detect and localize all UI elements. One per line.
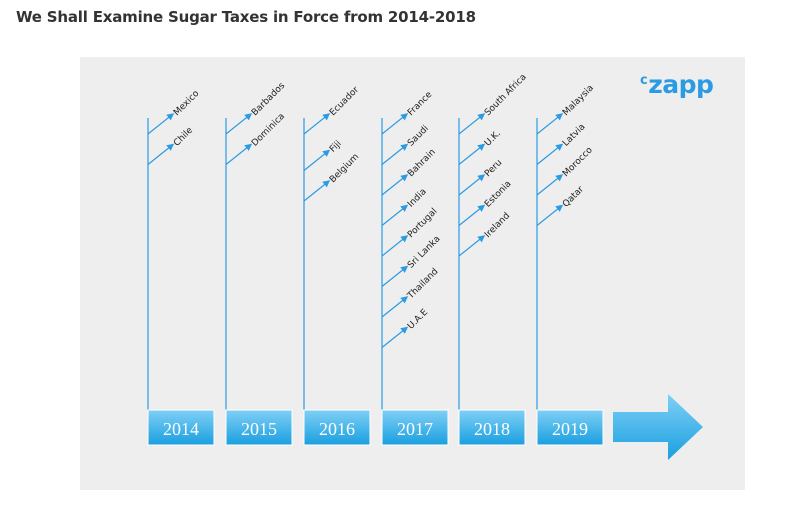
page-title: We Shall Examine Sugar Taxes in Force fr… (16, 8, 476, 26)
country-branch-arrow (536, 113, 564, 135)
country-label: Saudi (406, 124, 431, 149)
country-branch-arrow (536, 204, 564, 226)
country-branch-arrow (458, 235, 486, 257)
country-label: U.A.E (406, 307, 430, 331)
country-branch-arrow (536, 174, 564, 196)
country-branch-arrow (381, 204, 409, 226)
year-box-2018 (458, 409, 526, 446)
country-branch-arrow (381, 326, 409, 348)
year-label: 2019 (552, 419, 588, 439)
czapp-logo: czapp (640, 70, 714, 99)
country-branch-arrow (147, 143, 175, 165)
country-branch-arrow (381, 235, 409, 257)
country-label: South Africa (483, 72, 529, 118)
country-label: Malaysia (561, 83, 596, 118)
timeline-end-arrow (613, 394, 703, 460)
year-label: 2017 (397, 419, 433, 439)
year-box-2019 (536, 409, 604, 446)
country-branch-arrow (225, 113, 253, 135)
country-label: Morocco (561, 145, 595, 179)
year-box-2017 (381, 409, 449, 446)
year-label: 2016 (319, 419, 355, 439)
country-label: Chile (172, 125, 195, 148)
country-label: Bahrain (406, 147, 438, 179)
country-branch-arrow (303, 113, 331, 135)
country-label: Thailand (405, 267, 440, 302)
country-branch-arrow (458, 174, 486, 196)
country-branch-arrow (225, 143, 253, 165)
country-label: U.K. (483, 129, 503, 149)
country-branch-arrow (458, 143, 486, 165)
country-branch-arrow (381, 296, 409, 318)
country-branch-arrow (303, 149, 331, 171)
year-label: 2014 (163, 419, 199, 439)
country-branch-arrow (536, 143, 564, 165)
year-label: 2018 (474, 419, 510, 439)
country-branch-arrow (458, 204, 486, 226)
country-label: Estonia (483, 179, 514, 210)
country-branch-arrow (147, 113, 175, 135)
country-label: Mexico (172, 88, 202, 118)
year-box-2015 (225, 409, 293, 446)
country-branch-arrow (381, 113, 409, 135)
country-branch-arrow (381, 265, 409, 287)
country-branch-arrow (381, 174, 409, 196)
year-label: 2015 (241, 419, 277, 439)
country-branch-arrow (303, 180, 331, 202)
country-label: Barbados (250, 81, 287, 118)
country-label: Ecuador (328, 85, 361, 118)
country-label: Peru (483, 158, 504, 179)
country-label: Latvia (561, 122, 587, 148)
country-label: Ireland (483, 211, 512, 240)
year-box-2016 (303, 409, 371, 446)
country-branch-arrow (381, 143, 409, 165)
year-box-2014 (147, 409, 215, 446)
country-label: Qatar (561, 184, 586, 209)
country-label: Belgium (328, 152, 361, 185)
country-label: Fiji (328, 139, 344, 155)
country-branch-arrow (458, 113, 486, 135)
country-label: France (406, 90, 435, 119)
country-label: India (406, 187, 429, 210)
